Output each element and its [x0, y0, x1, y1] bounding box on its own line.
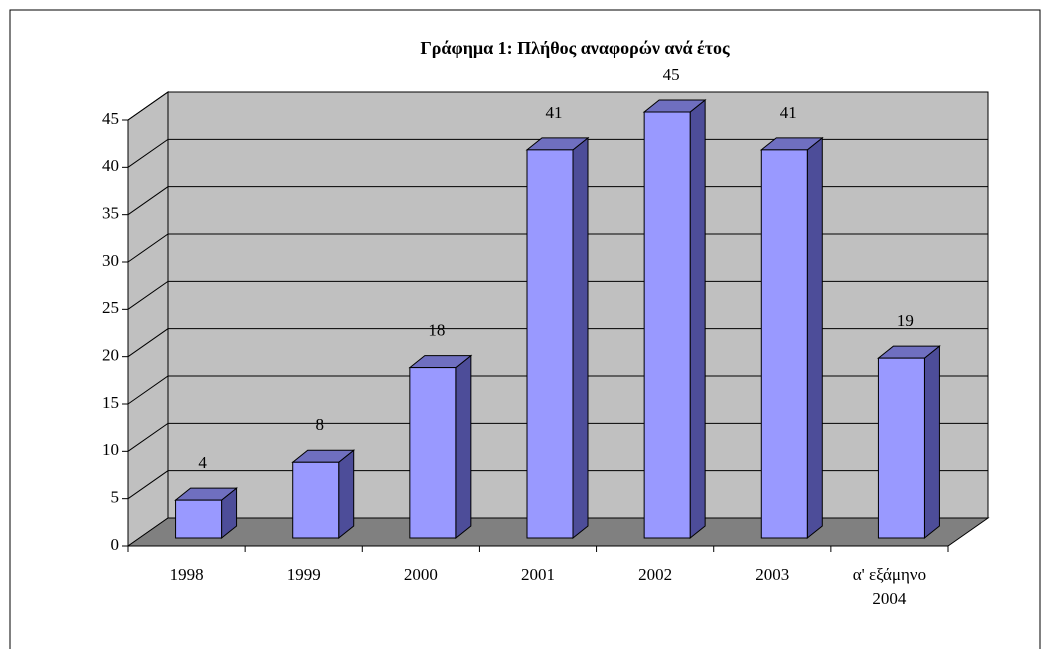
x-tick-label: 2001: [521, 565, 555, 584]
bar: [760, 149, 808, 539]
bar: [409, 367, 457, 539]
x-tick-label: 1999: [287, 565, 321, 584]
y-tick-label: 0: [111, 535, 120, 554]
bar-side: [455, 354, 472, 540]
value-label: 8: [315, 415, 324, 434]
grid-line: [127, 280, 988, 310]
bar: [292, 461, 340, 539]
grid-line: [127, 138, 988, 168]
value-label: 45: [663, 65, 680, 84]
grid-line: [127, 186, 988, 216]
x-tick-label: 1998: [170, 565, 204, 584]
y-tick-label: 20: [102, 346, 119, 365]
x-tick-label: 2000: [404, 565, 438, 584]
grid-line: [127, 328, 988, 358]
bar: [643, 111, 691, 539]
y-tick-label: 40: [102, 156, 119, 175]
value-label: 41: [780, 103, 797, 122]
bar: [526, 149, 574, 539]
grid-line: [127, 422, 988, 452]
y-tick-label: 35: [102, 204, 119, 223]
value-label: 4: [198, 453, 207, 472]
value-label: 18: [428, 321, 445, 340]
bar-side: [923, 345, 940, 540]
x-tick-label: 2003: [755, 565, 789, 584]
bar: [175, 499, 223, 539]
grid-line: [127, 375, 988, 405]
bar: [877, 357, 925, 539]
x-tick-label: α' εξάμηνο 2004: [853, 565, 926, 608]
y-tick-label: 30: [102, 251, 119, 270]
grid-line: [127, 470, 988, 500]
bar-side: [806, 136, 823, 540]
value-label: 19: [897, 311, 914, 330]
y-tick-label: 10: [102, 440, 119, 459]
bar-side: [338, 449, 355, 540]
y-tick-label: 15: [102, 393, 119, 412]
grid-line: [127, 233, 988, 263]
chart-title: Γράφημα 1: Πλήθος αναφορών ανά έτος: [420, 38, 730, 58]
value-label: 41: [546, 103, 563, 122]
y-tick-label: 25: [102, 298, 119, 317]
grid-line: [127, 91, 988, 121]
y-tick-label: 5: [111, 488, 120, 507]
bar-side: [689, 98, 706, 540]
side-wall: [127, 91, 169, 547]
bar-side: [572, 136, 589, 540]
x-tick-label: 2002: [638, 565, 672, 584]
y-tick-label: 45: [102, 109, 119, 128]
frame: [9, 9, 1041, 649]
